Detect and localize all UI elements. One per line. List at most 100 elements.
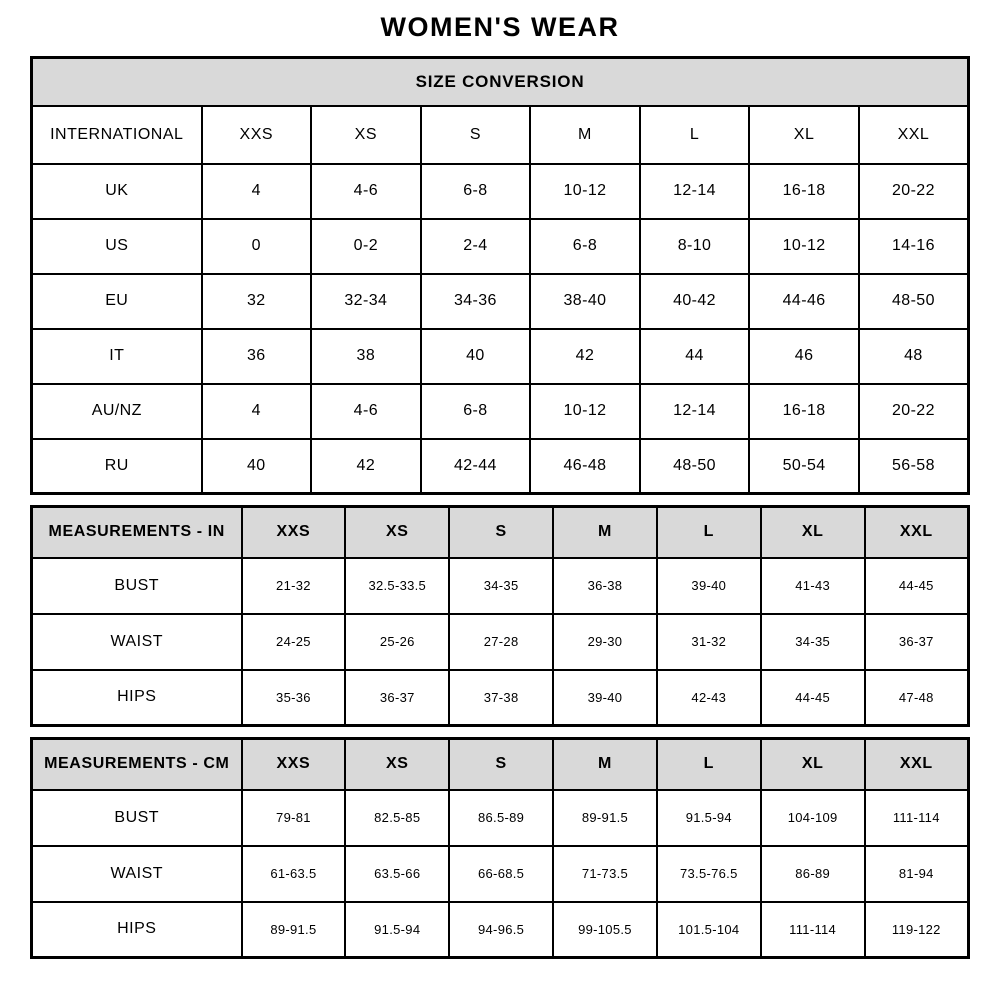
table-row-bust-cm: BUST 79-81 82.5-85 86.5-89 89-91.5 91.5-… xyxy=(30,788,970,847)
measurements-cm-header-row: MEASUREMENTS - CM XXS XS S M L XL XXL xyxy=(30,737,970,791)
size-cell: 4 xyxy=(200,382,313,440)
row-label: US xyxy=(30,217,203,275)
measurement-cell: 104-109 xyxy=(759,788,866,847)
measurement-cell: 31-32 xyxy=(655,612,762,671)
measurements-in-header-row: MEASUREMENTS - IN XXS XS S M L XL XXL xyxy=(30,505,970,559)
size-cell: 36 xyxy=(200,327,313,385)
measurements-cm-table: MEASUREMENTS - CM XXS XS S M L XL XXL BU… xyxy=(30,737,970,959)
measurement-cell: 82.5-85 xyxy=(344,788,451,847)
row-label: IT xyxy=(30,327,203,385)
size-cell: 48-50 xyxy=(857,272,970,330)
measurement-cell: 34-35 xyxy=(759,612,866,671)
measurement-cell: 61-63.5 xyxy=(240,844,347,903)
measurement-cell: 89-91.5 xyxy=(240,900,347,959)
measurement-cell: 44-45 xyxy=(863,556,970,615)
measurement-cell: 32.5-33.5 xyxy=(344,556,451,615)
column-header-xl: XL xyxy=(759,505,866,559)
measurement-cell: 94-96.5 xyxy=(448,900,555,959)
column-header-xl: XL xyxy=(759,737,866,791)
size-cell: 32-34 xyxy=(310,272,422,330)
column-header-xxs: XXS xyxy=(200,104,313,165)
row-label: WAIST xyxy=(30,612,243,671)
measurement-cell: 91.5-94 xyxy=(344,900,451,959)
row-label: BUST xyxy=(30,556,243,615)
row-label: EU xyxy=(30,272,203,330)
column-header-l: L xyxy=(638,104,751,165)
measurement-cell: 47-48 xyxy=(863,668,970,727)
size-cell: 0 xyxy=(200,217,313,275)
measurement-cell: 36-37 xyxy=(863,612,970,671)
column-header-xl: XL xyxy=(748,104,860,165)
column-header-s: S xyxy=(448,505,555,559)
size-cell: 38 xyxy=(310,327,422,385)
column-header-xs: XS xyxy=(310,104,422,165)
column-header-xs: XS xyxy=(344,505,451,559)
measurement-cell: 25-26 xyxy=(344,612,451,671)
size-cell: 10-12 xyxy=(529,382,641,440)
size-cell: 16-18 xyxy=(748,382,860,440)
measurement-cell: 111-114 xyxy=(759,900,866,959)
measurement-cell: 91.5-94 xyxy=(655,788,762,847)
size-cell: 46-48 xyxy=(529,437,641,495)
size-cell: 14-16 xyxy=(857,217,970,275)
row-label: HIPS xyxy=(30,668,243,727)
row-label: BUST xyxy=(30,788,243,847)
table-row-waist-in: WAIST 24-25 25-26 27-28 29-30 31-32 34-3… xyxy=(30,612,970,671)
measurement-cell: 27-28 xyxy=(448,612,555,671)
table-row-waist-cm: WAIST 61-63.5 63.5-66 66-68.5 71-73.5 73… xyxy=(30,844,970,903)
row-label: AU/NZ xyxy=(30,382,203,440)
column-header-xxl: XXL xyxy=(863,505,970,559)
size-cell: 40 xyxy=(200,437,313,495)
table-spacer xyxy=(0,495,1000,505)
measurement-cell: 42-43 xyxy=(655,668,762,727)
measurement-cell: 101.5-104 xyxy=(655,900,762,959)
row-label: RU xyxy=(30,437,203,495)
size-cell: 56-58 xyxy=(857,437,970,495)
measurement-cell: 81-94 xyxy=(863,844,970,903)
row-label: UK xyxy=(30,162,203,220)
size-cell: 6-8 xyxy=(529,217,641,275)
measurement-cell: 119-122 xyxy=(863,900,970,959)
table-row-bust-in: BUST 21-32 32.5-33.5 34-35 36-38 39-40 4… xyxy=(30,556,970,615)
column-header-xxl: XXL xyxy=(857,104,970,165)
table-caption-row: SIZE CONVERSION xyxy=(30,56,970,107)
size-conversion-table: SIZE CONVERSION INTERNATIONAL XXS XS S M… xyxy=(30,56,970,495)
size-cell: 48-50 xyxy=(638,437,751,495)
size-cell: 10-12 xyxy=(748,217,860,275)
measurement-cell: 24-25 xyxy=(240,612,347,671)
column-header-m: M xyxy=(552,737,658,791)
size-conversion-title: SIZE CONVERSION xyxy=(30,56,970,107)
measurement-cell: 21-32 xyxy=(240,556,347,615)
measurement-cell: 86.5-89 xyxy=(448,788,555,847)
size-cell: 38-40 xyxy=(529,272,641,330)
size-cell: 44 xyxy=(638,327,751,385)
size-cell: 48 xyxy=(857,327,970,385)
measurement-cell: 89-91.5 xyxy=(552,788,658,847)
measurement-cell: 36-38 xyxy=(552,556,658,615)
measurement-cell: 63.5-66 xyxy=(344,844,451,903)
size-cell: 10-12 xyxy=(529,162,641,220)
column-header-international: INTERNATIONAL xyxy=(30,104,203,165)
table-row-ru: RU 40 42 42-44 46-48 48-50 50-54 56-58 xyxy=(30,437,970,495)
size-cell: 12-14 xyxy=(638,162,751,220)
column-header-m: M xyxy=(552,505,658,559)
column-header-s: S xyxy=(419,104,532,165)
size-cell: 20-22 xyxy=(857,382,970,440)
column-header-l: L xyxy=(655,505,762,559)
measurement-cell: 34-35 xyxy=(448,556,555,615)
measurement-cell: 73.5-76.5 xyxy=(655,844,762,903)
measurement-cell: 37-38 xyxy=(448,668,555,727)
row-label: WAIST xyxy=(30,844,243,903)
size-cell: 4-6 xyxy=(310,382,422,440)
size-cell: 2-4 xyxy=(419,217,532,275)
column-header-l: L xyxy=(655,737,762,791)
size-cell: 12-14 xyxy=(638,382,751,440)
measurement-cell: 111-114 xyxy=(863,788,970,847)
page-title: WOMEN'S WEAR xyxy=(380,12,620,42)
measurement-cell: 86-89 xyxy=(759,844,866,903)
measurements-in-title: MEASUREMENTS - IN xyxy=(30,505,243,559)
measurement-cell: 35-36 xyxy=(240,668,347,727)
column-header-xxl: XXL xyxy=(863,737,970,791)
measurement-cell: 66-68.5 xyxy=(448,844,555,903)
measurement-cell: 39-40 xyxy=(552,668,658,727)
